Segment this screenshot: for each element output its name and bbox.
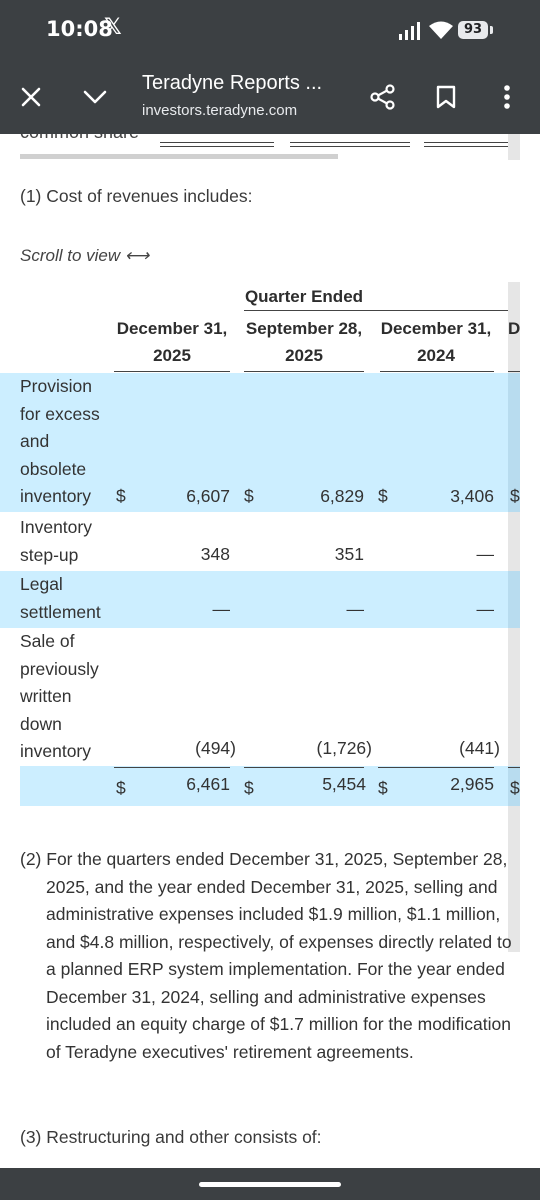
- table-edge-shade: [508, 766, 520, 806]
- scroll-hint: Scroll to view ⟷: [20, 246, 150, 265]
- table-cell: 6,829: [320, 486, 364, 506]
- currency-symbol: $: [510, 778, 520, 798]
- battery-icon: 93: [458, 21, 488, 39]
- table-row-band: [20, 766, 520, 806]
- total-rule: [290, 146, 410, 147]
- table-edge-shade: [508, 134, 520, 160]
- note-2: (2) For the quarters ended December 31, …: [20, 846, 520, 1066]
- total-rule: [424, 146, 520, 147]
- group-header: Quarter Ended: [244, 287, 364, 306]
- header-underline: [508, 371, 520, 372]
- currency-symbol: $: [510, 486, 520, 506]
- total-rule: [160, 142, 274, 143]
- currency-symbol: $: [116, 486, 126, 506]
- note-3: (3) Restructuring and other consists of:: [20, 1127, 322, 1147]
- page-url: investors.teradyne.com: [142, 102, 298, 119]
- column-header: September 28,: [245, 319, 363, 338]
- table-cell: 3,406: [450, 486, 494, 506]
- row-label: Sale of previously written down inventor…: [20, 631, 99, 761]
- column-header-year: 2025: [153, 346, 191, 365]
- table-cell-total: 2,965: [450, 774, 494, 794]
- table-row-band: [0, 373, 520, 512]
- header-underline: [244, 371, 364, 372]
- bookmark-icon[interactable]: [436, 85, 456, 109]
- note-2-text: (2) For the quarters ended December 31, …: [20, 849, 512, 1062]
- row-label: Legal settlement: [20, 574, 101, 622]
- table-cell: 6,607: [186, 486, 230, 506]
- note-1: (1) Cost of revenues includes:: [20, 186, 253, 206]
- subtotal-rule: [244, 767, 364, 768]
- table-cell: —: [476, 599, 495, 619]
- table-cell: 348: [200, 544, 230, 564]
- table-cell: (1,726): [316, 738, 372, 758]
- header-underline: [380, 371, 494, 372]
- table-cell: (494): [195, 738, 236, 758]
- header-rule: [244, 310, 508, 311]
- subtotal-rule: [114, 767, 230, 768]
- table-row-band: [0, 571, 520, 628]
- battery-tip: [490, 26, 493, 34]
- more-options-icon[interactable]: [502, 84, 512, 110]
- column-header: December 31,: [380, 319, 492, 338]
- custom-tab-toolbar: Teradyne Reports ... investors.teradyne.…: [0, 58, 540, 134]
- column-header: D: [508, 319, 521, 338]
- row-label: Provision for excess and obsolete invent…: [20, 376, 100, 506]
- status-bar: 10:08 𝕏 93: [0, 0, 540, 58]
- column-header-year: 2025: [285, 346, 323, 365]
- signal-icon: [399, 22, 420, 40]
- table-cell: —: [212, 599, 231, 619]
- chevron-down-icon[interactable]: [82, 88, 108, 106]
- subtotal-rule: [378, 767, 494, 768]
- share-icon[interactable]: [370, 84, 396, 110]
- table-cell: —: [346, 599, 365, 619]
- total-rule: [290, 142, 410, 143]
- currency-symbol: $: [116, 778, 126, 798]
- currency-symbol: $: [378, 486, 388, 506]
- column-header-year: 2024: [417, 346, 455, 365]
- header-underline: [114, 371, 230, 372]
- total-rule: [160, 146, 274, 147]
- currency-symbol: $: [244, 486, 254, 506]
- row-label: Inventory step-up: [20, 517, 92, 565]
- table-cell-total: 5,454: [322, 774, 366, 794]
- web-content[interactable]: common share (1) Cost of revenues includ…: [0, 134, 540, 1168]
- page-title: Teradyne Reports ...: [142, 72, 323, 94]
- subtotal-rule: [508, 767, 520, 768]
- cut-off-text: common share: [20, 134, 139, 143]
- currency-symbol: $: [244, 778, 254, 798]
- close-icon[interactable]: [20, 86, 42, 108]
- table-cell: (441): [459, 738, 500, 758]
- status-time: 10:08: [46, 17, 113, 41]
- home-gesture-handle[interactable]: [199, 1182, 341, 1187]
- table-cell-total: 6,461: [186, 774, 230, 794]
- column-header: December 31,: [116, 319, 228, 338]
- x-app-icon: 𝕏: [104, 15, 122, 40]
- gesture-nav-bar: [0, 1168, 540, 1200]
- horizontal-scrollbar[interactable]: [20, 154, 338, 159]
- total-rule: [424, 142, 520, 143]
- currency-symbol: $: [378, 778, 388, 798]
- table-cell: 351: [334, 544, 364, 564]
- table-edge-shade: [508, 571, 520, 628]
- table-cell: —: [476, 544, 495, 564]
- table-edge-shade: [508, 373, 520, 512]
- wifi-icon: [429, 21, 453, 39]
